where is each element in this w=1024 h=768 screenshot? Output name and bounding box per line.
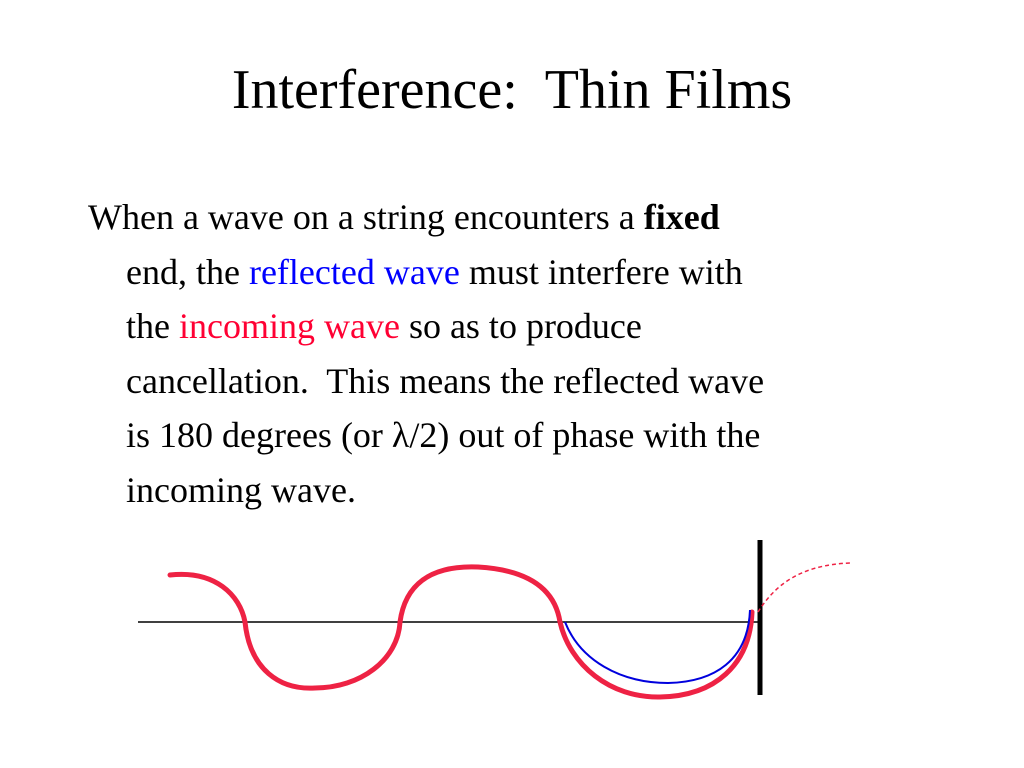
text-line: cancellation. This means the reflected w… <box>88 354 764 409</box>
text-run: the <box>126 306 179 346</box>
text-line: incoming wave. <box>88 463 764 518</box>
text-line: end, the reflected wave must interfere w… <box>88 245 764 300</box>
text-run: is 180 degrees (or λ/2) out of phase wit… <box>126 415 761 455</box>
slide-title: Interference: Thin Films <box>231 59 793 121</box>
text-run: cancellation. This means the reflected w… <box>126 360 765 401</box>
text-line: the incoming wave so as to produce <box>88 299 764 354</box>
text-run: incoming wave. <box>126 469 356 510</box>
text-line: is 180 degrees (or λ/2) out of phase wit… <box>88 408 764 463</box>
text-run: end, the <box>126 251 249 292</box>
virtual-wave <box>757 562 851 613</box>
text-line: When a wave on a string encounters a fix… <box>88 190 764 245</box>
incoming-wave <box>167 564 755 700</box>
text-run: must interfere with <box>459 251 743 292</box>
text-run: When a wave on a string encounters a <box>88 197 644 237</box>
text-run: reflected wave <box>248 251 460 292</box>
text-run: fixed <box>643 197 720 237</box>
reflected-wave <box>564 609 751 685</box>
text-run: incoming wave <box>178 306 400 346</box>
slide-body: When a wave on a string encounters a fix… <box>88 190 764 517</box>
text-run: so as to produce <box>399 306 642 346</box>
